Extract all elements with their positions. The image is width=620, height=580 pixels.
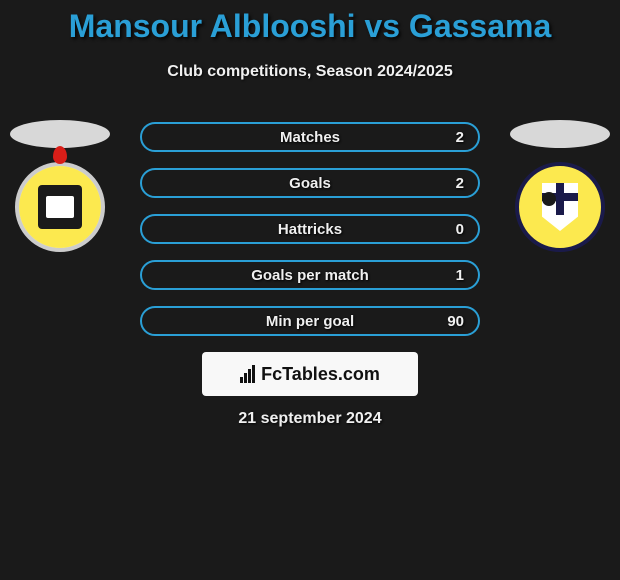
stat-right-value: 2 <box>456 129 464 146</box>
crest-flame-icon <box>53 146 67 164</box>
crest-book-icon <box>38 185 82 229</box>
crest-ball-icon <box>542 192 556 206</box>
stat-label: Hattricks <box>278 221 342 238</box>
stat-right-value: 90 <box>447 313 464 330</box>
stats-list: Matches 2 Goals 2 Hattricks 0 Goals per … <box>140 122 480 352</box>
subtitle: Club competitions, Season 2024/2025 <box>0 63 620 81</box>
stat-right-value: 2 <box>456 175 464 192</box>
date-label: 21 september 2024 <box>0 410 620 428</box>
stat-row-goals: Goals 2 <box>140 168 480 198</box>
stat-row-hattricks: Hattricks 0 <box>140 214 480 244</box>
stat-label: Min per goal <box>266 313 354 330</box>
stat-row-goals-per-match: Goals per match 1 <box>140 260 480 290</box>
player2-badge <box>510 120 610 252</box>
stat-label: Goals per match <box>251 267 369 284</box>
player2-name-plate <box>510 120 610 148</box>
stat-label: Goals <box>289 175 331 192</box>
bar-chart-icon <box>240 365 255 383</box>
stat-right-value: 0 <box>456 221 464 238</box>
brand-name: FcTables.com <box>261 364 380 385</box>
player2-club-crest <box>515 162 605 252</box>
stat-label: Matches <box>280 129 340 146</box>
stat-right-value: 1 <box>456 267 464 284</box>
brand-logo-box: FcTables.com <box>202 352 418 396</box>
stat-row-min-per-goal: Min per goal 90 <box>140 306 480 336</box>
player1-badge <box>10 120 110 252</box>
player1-name-plate <box>10 120 110 148</box>
page-title: Mansour Alblooshi vs Gassama <box>0 0 620 45</box>
player1-club-crest <box>15 162 105 252</box>
stat-row-matches: Matches 2 <box>140 122 480 152</box>
